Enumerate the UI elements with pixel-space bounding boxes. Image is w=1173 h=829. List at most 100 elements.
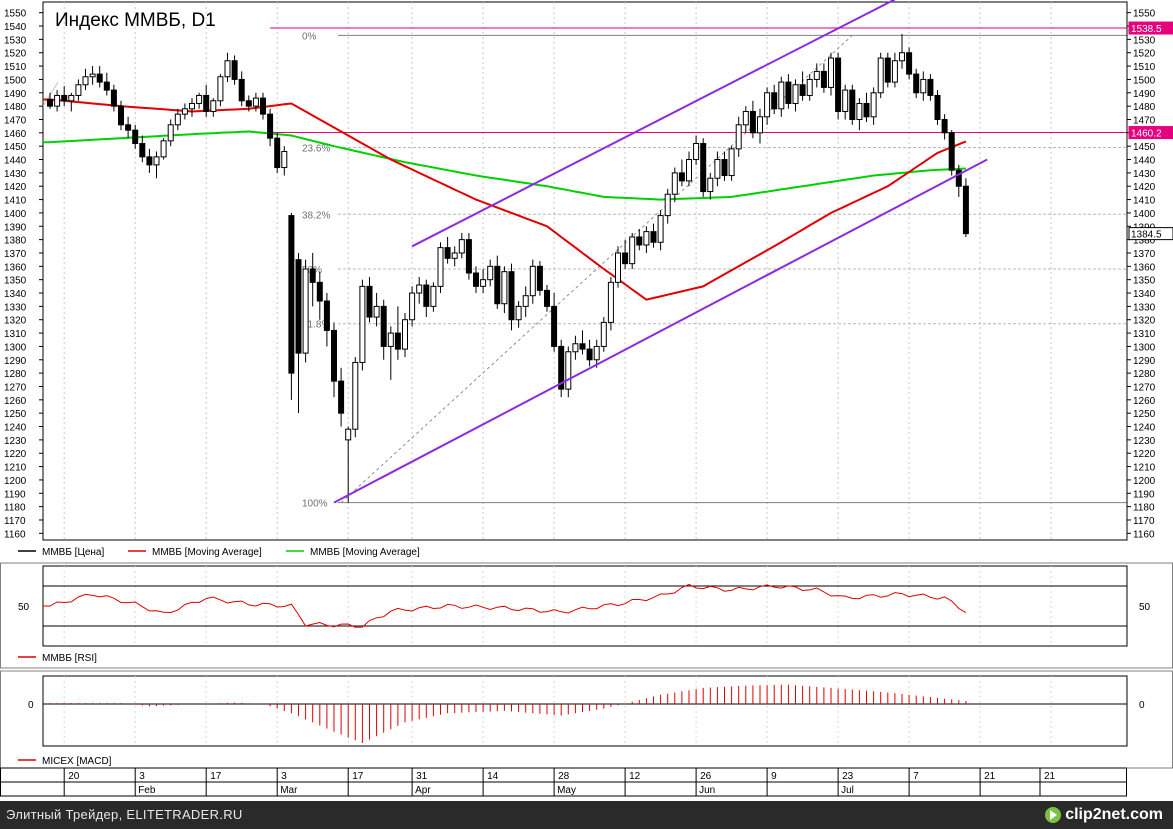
candle-127 <box>948 130 955 176</box>
fib-level-label-2: 38.2% <box>302 210 330 221</box>
candle-41 <box>338 367 345 427</box>
candle-body-73 <box>565 351 572 390</box>
candle-body-28 <box>245 100 252 107</box>
y-tick-label-29: 1450 <box>1133 142 1156 153</box>
candle-body-16 <box>160 140 167 158</box>
candle-45 <box>366 277 373 323</box>
candle-body-46 <box>373 305 380 318</box>
candle-body-62 <box>487 265 494 281</box>
candle-body-15 <box>153 156 160 166</box>
candle-39 <box>323 293 330 347</box>
candle-66 <box>515 301 522 328</box>
y-tick-label-7: 1230 <box>1133 436 1156 447</box>
candle-body-95 <box>721 159 728 177</box>
candle-body-63 <box>494 265 501 305</box>
candle-4 <box>75 79 82 101</box>
date-tick-label-10: 9 <box>771 771 777 782</box>
candle-25 <box>224 52 231 83</box>
ma-red-line <box>43 98 967 301</box>
candle-body-85 <box>650 231 657 243</box>
candle-15 <box>153 151 160 179</box>
y-tick-label-21: 1370 <box>1133 249 1156 260</box>
y-tick-label-left-7: 1230 <box>4 436 27 447</box>
y-tick-label-left-11: 1270 <box>4 382 27 393</box>
candle-body-48 <box>387 332 394 347</box>
candle-109 <box>820 63 827 93</box>
candle-body-115 <box>863 102 870 118</box>
y-tick-label-left-24: 1400 <box>4 209 27 220</box>
candle-93 <box>707 172 714 200</box>
y-tick-label-17: 1330 <box>1133 302 1156 313</box>
candle-body-57 <box>451 252 458 259</box>
candle-42 <box>345 426 352 503</box>
clip2net-logo: clip2net.com <box>1045 804 1163 826</box>
candle-body-65 <box>508 271 515 321</box>
candle-82 <box>629 232 636 269</box>
price-label-2: 1384.5 <box>1131 230 1162 241</box>
candle-32 <box>274 132 281 173</box>
y-tick-label-left-2: 1180 <box>4 503 26 514</box>
candle-body-117 <box>877 57 884 94</box>
candle-74 <box>572 335 579 360</box>
candle-126 <box>941 114 948 140</box>
candle-38 <box>316 271 323 320</box>
y-tick-label-11: 1270 <box>1133 382 1156 393</box>
y-tick-label-left-37: 1530 <box>4 35 27 46</box>
y-tick-label-5: 1210 <box>1133 463 1156 474</box>
y-tick-label-left-6: 1220 <box>4 449 27 460</box>
candle-46 <box>373 293 380 327</box>
candle-body-80 <box>615 252 621 283</box>
candle-body-19 <box>181 108 188 115</box>
candle-89 <box>678 159 685 187</box>
candle-body-119 <box>891 60 898 83</box>
candle-body-44 <box>359 285 366 363</box>
candle-body-86 <box>657 215 664 243</box>
candle-70 <box>544 285 550 312</box>
candle-78 <box>600 317 607 352</box>
candle-body-25 <box>224 60 231 78</box>
date-tick-label-6: 14 <box>487 771 499 782</box>
candle-body-61 <box>480 279 487 287</box>
candle-body-128 <box>955 169 962 187</box>
candle-20 <box>189 98 195 117</box>
candle-114 <box>856 98 863 131</box>
y-tick-label-left-0: 1160 <box>4 529 26 540</box>
y-tick-label-left-8: 1240 <box>4 423 27 434</box>
y-tick-label-35: 1510 <box>1133 62 1156 73</box>
candle-body-106 <box>799 84 806 96</box>
y-tick-label-37: 1530 <box>1133 35 1156 46</box>
candle-body-110 <box>828 57 834 88</box>
date-tick-label-7: 28 <box>558 771 570 782</box>
candle-body-81 <box>622 252 629 265</box>
candle-body-74 <box>572 343 579 353</box>
price-label-box-1 <box>1128 126 1173 140</box>
month-label-2: Apr <box>415 785 431 796</box>
candle-body-98 <box>742 110 749 126</box>
candle-112 <box>842 84 849 120</box>
play-icon <box>1045 807 1062 823</box>
candle-body-60 <box>473 272 479 287</box>
y-tick-label-4: 1200 <box>1133 476 1156 487</box>
candle-body-11 <box>125 124 132 131</box>
candle-57 <box>451 246 458 267</box>
candle-body-10 <box>118 105 124 126</box>
fib-level-label-5: 100% <box>302 499 328 510</box>
candle-body-51 <box>409 292 416 321</box>
candle-body-129 <box>962 185 969 235</box>
candle-113 <box>849 84 856 125</box>
candle-body-100 <box>757 116 763 134</box>
candle-60 <box>473 266 479 294</box>
candle-47 <box>380 299 387 360</box>
candle-body-92 <box>700 143 707 193</box>
candle-body-116 <box>870 92 877 118</box>
candle-body-124 <box>927 78 934 96</box>
candle-67 <box>522 286 529 318</box>
candle-7 <box>96 66 103 88</box>
candle-61 <box>480 268 487 294</box>
channel-lower-line <box>333 158 988 504</box>
candle-body-68 <box>529 265 536 297</box>
candle-91 <box>693 135 700 165</box>
macd-plot-frame <box>42 675 1128 747</box>
y-tick-label-36: 1520 <box>1133 49 1156 60</box>
